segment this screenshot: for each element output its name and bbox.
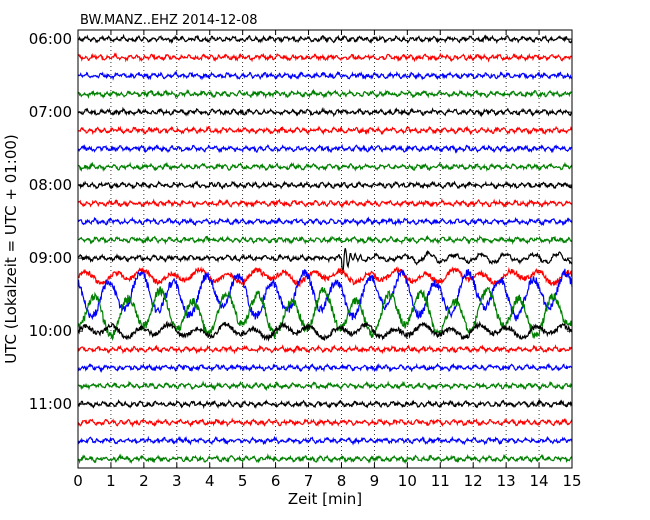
- trace-0700: [78, 106, 573, 118]
- x-tick-label: 2: [139, 472, 149, 490]
- trace-0715: [77, 125, 573, 136]
- trace-0845: [77, 234, 573, 245]
- trace-0815: [77, 197, 573, 210]
- x-tick-label: 11: [431, 472, 450, 490]
- trace-0600: [77, 33, 573, 45]
- trace-1100: [77, 398, 573, 410]
- x-tick-label: 6: [271, 472, 281, 490]
- trace-1030: [77, 362, 573, 373]
- chart-title: BW.MANZ..EHZ 2014-12-08: [80, 13, 258, 28]
- x-tick-label: 12: [464, 472, 483, 490]
- x-tick-label: 13: [497, 472, 516, 490]
- trace-1130: [77, 435, 573, 446]
- x-tick-label: 0: [73, 472, 83, 490]
- x-tick-label: 10: [398, 472, 417, 490]
- trace-0800: [77, 180, 573, 190]
- trace-0645: [77, 88, 573, 100]
- x-tick-label: 9: [370, 472, 380, 490]
- x-tick-label: 7: [304, 472, 314, 490]
- y-tick-label: 06:00: [29, 30, 72, 48]
- plot-frame: [77, 29, 573, 469]
- y-axis-label: UTC (Lokalzeit = UTC + 01:00): [2, 134, 20, 364]
- trace-1115: [77, 417, 573, 428]
- x-tick-label: 4: [205, 472, 215, 490]
- trace-1045: [77, 380, 573, 392]
- y-tick-label: 09:00: [29, 249, 72, 267]
- trace-0930: [77, 268, 573, 322]
- trace-1015: [77, 344, 573, 355]
- y-tick-label: 08:00: [29, 176, 72, 194]
- x-tick-label: 1: [106, 472, 116, 490]
- y-tick-label: 10:00: [29, 322, 72, 340]
- trace-0630: [77, 70, 573, 81]
- trace-0745: [77, 161, 573, 172]
- y-tick-label: 11:00: [29, 395, 72, 413]
- trace-0830: [77, 216, 573, 227]
- y-axis-ticks: 06:00 07:00 08:00 09:00 10:00 11:00: [29, 30, 572, 413]
- x-axis-ticks: 0 1 2 3 4 5 6 7 8 9 10 11 12 13 14 15: [73, 30, 582, 490]
- trace-0730: [77, 143, 573, 154]
- x-tick-label: 14: [530, 472, 549, 490]
- trace-0900: [77, 248, 573, 275]
- x-tick-label: 15: [562, 472, 581, 490]
- traces: [77, 33, 573, 465]
- trace-0915: [77, 266, 573, 288]
- trace-1000: [77, 320, 573, 342]
- trace-0945: [77, 286, 573, 342]
- x-tick-label: 3: [172, 472, 182, 490]
- trace-1145: [77, 453, 573, 465]
- y-tick-label: 07:00: [29, 103, 72, 121]
- x-tick-label: 8: [337, 472, 347, 490]
- x-tick-label: 5: [238, 472, 248, 490]
- trace-0615: [77, 52, 573, 63]
- x-axis-label: Zeit [min]: [288, 490, 362, 508]
